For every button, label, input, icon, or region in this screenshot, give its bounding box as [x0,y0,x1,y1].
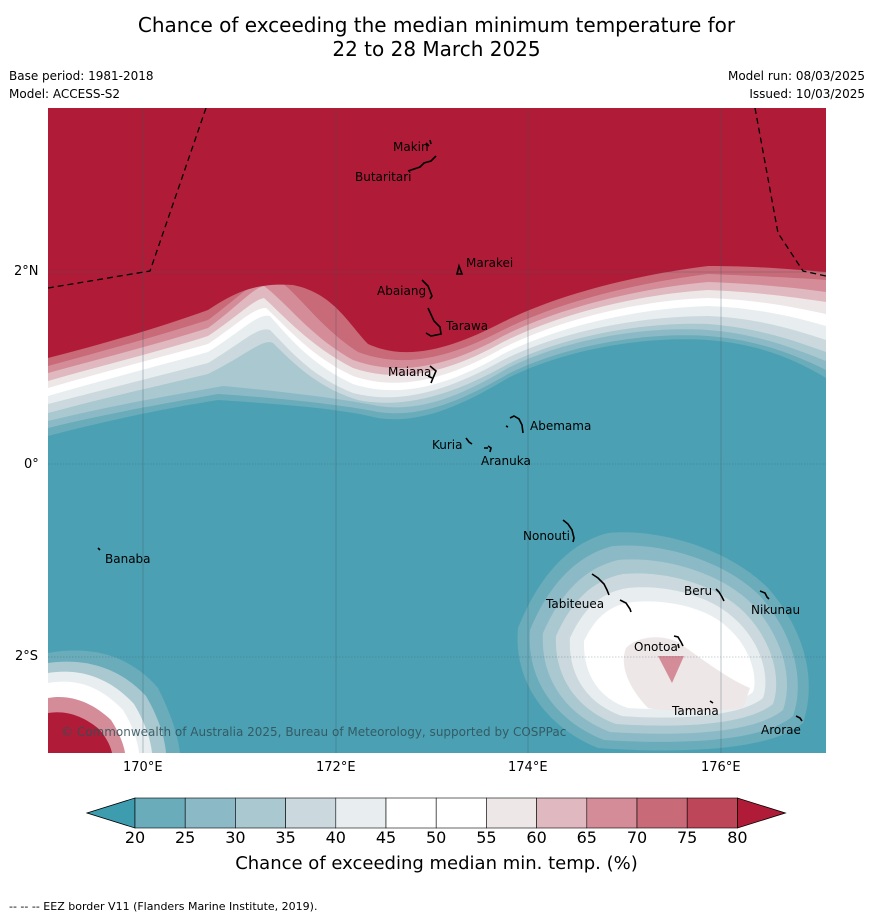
colorbar-segment [435,797,487,829]
colorbar-title: Chance of exceeding median min. temp. (%… [235,853,638,874]
colorbar-tick-label: 55 [476,828,497,847]
colorbar-extend-high [737,797,787,829]
map-panel: Makin Butaritari Marakei Abaiang Tarawa … [48,108,826,753]
eez-border [48,108,826,289]
x-tick-label: 172°E [316,760,356,775]
se-patch-65 [658,656,684,683]
island-nikunau [759,590,770,600]
island-tarawa [425,307,442,337]
colorbar-extend-low [86,797,136,829]
island-tamana [709,700,714,704]
colorbar-tick-label: 25 [175,828,196,847]
map-title-line2: 22 to 28 March 2025 [332,37,541,61]
place-label: Marakei [466,256,513,270]
island-tabiteuea [591,573,632,613]
colorbar-tick-label: 65 [576,828,597,847]
colorbar-tick-label: 60 [526,828,547,847]
island-kuria [465,437,473,445]
island-banaba [97,547,101,551]
model-label: Model: ACCESS-S2 [9,87,121,101]
base-period-label: Base period: 1981-2018 [9,69,154,83]
x-tick-label: 176°E [701,760,741,775]
sw-patch-80 [48,712,112,753]
colorbar-segment [385,797,437,829]
island-abemama [505,415,524,434]
colorbar-segment [636,797,688,829]
island-abaiang [421,279,433,300]
colorbar-segment [184,797,236,829]
island-beru [715,588,725,602]
colorbar-segment [235,797,286,829]
place-label: Abaiang [377,284,426,298]
island-arorae [795,715,803,722]
island-onotoa [673,635,684,649]
place-label: Banaba [105,552,151,566]
se-patch-55 [623,637,750,711]
colorbar-tick-label: 70 [626,828,648,847]
island-aranuka [484,445,492,453]
map-title-line1: Chance of exceeding the median minimum t… [137,13,736,37]
place-label: Arorae [761,723,801,737]
copyright-notice: © Commonwealth of Australia 2025, Bureau… [61,725,566,739]
colorbar-segment [536,797,588,829]
gridlines [48,108,826,753]
colorbar-tick-label: 40 [325,828,346,847]
place-label: Beru [684,584,712,598]
colorbar-tick-label: 20 [124,828,146,847]
eez-footnote: -- -- -- EEZ border V11 (Flanders Marine… [9,900,318,913]
place-label: Abemama [530,419,591,433]
place-labels: Makin Butaritari Marakei Abaiang Tarawa … [105,140,801,737]
island-nonouti [562,519,575,543]
x-tick-label: 174°E [508,760,548,775]
place-label: Nonouti [523,529,570,543]
colorbar-tick-label: 35 [275,828,296,847]
colorbar-segment [134,797,186,829]
colorbar-tick-label: 45 [375,828,397,847]
place-label: Kuria [432,438,463,452]
place-label: Onotoa [634,640,678,654]
island-makin [425,139,432,147]
place-label: Tamana [671,704,719,718]
x-tick-label: 170°E [123,760,163,775]
island-butaritari [407,155,437,172]
colorbar-segment [486,797,537,829]
island-maiana [427,365,437,384]
contour-band-80 [48,108,826,358]
colorbar-tick-label: 80 [727,828,748,847]
model-run-label: Model run: 08/03/2025 [727,69,865,83]
colorbar-tick-label: 50 [426,828,447,847]
place-label: Nikunau [751,603,800,617]
place-label: Tabiteuea [545,597,604,611]
colorbar-segment [285,797,337,829]
colorbar-tick-label: 75 [677,828,698,847]
colorbar-segment [335,797,387,829]
issued-label: Issued: 10/03/2025 [749,87,865,101]
place-label: Maiana [388,365,431,379]
colorbar [86,797,787,829]
colorbar-segment [686,797,738,829]
y-tick-label: 2°S [15,649,39,664]
y-tick-label: 0° [24,457,39,472]
place-label: Aranuka [481,454,531,468]
place-label: Butaritari [355,170,412,184]
colorbar-tick-label: 30 [225,828,246,847]
colorbar-segment [586,797,638,829]
place-label: Tarawa [445,319,488,333]
islands [97,139,803,722]
y-tick-label: 2°N [14,264,39,279]
place-label: Makin [393,140,429,154]
island-marakei [455,263,464,275]
